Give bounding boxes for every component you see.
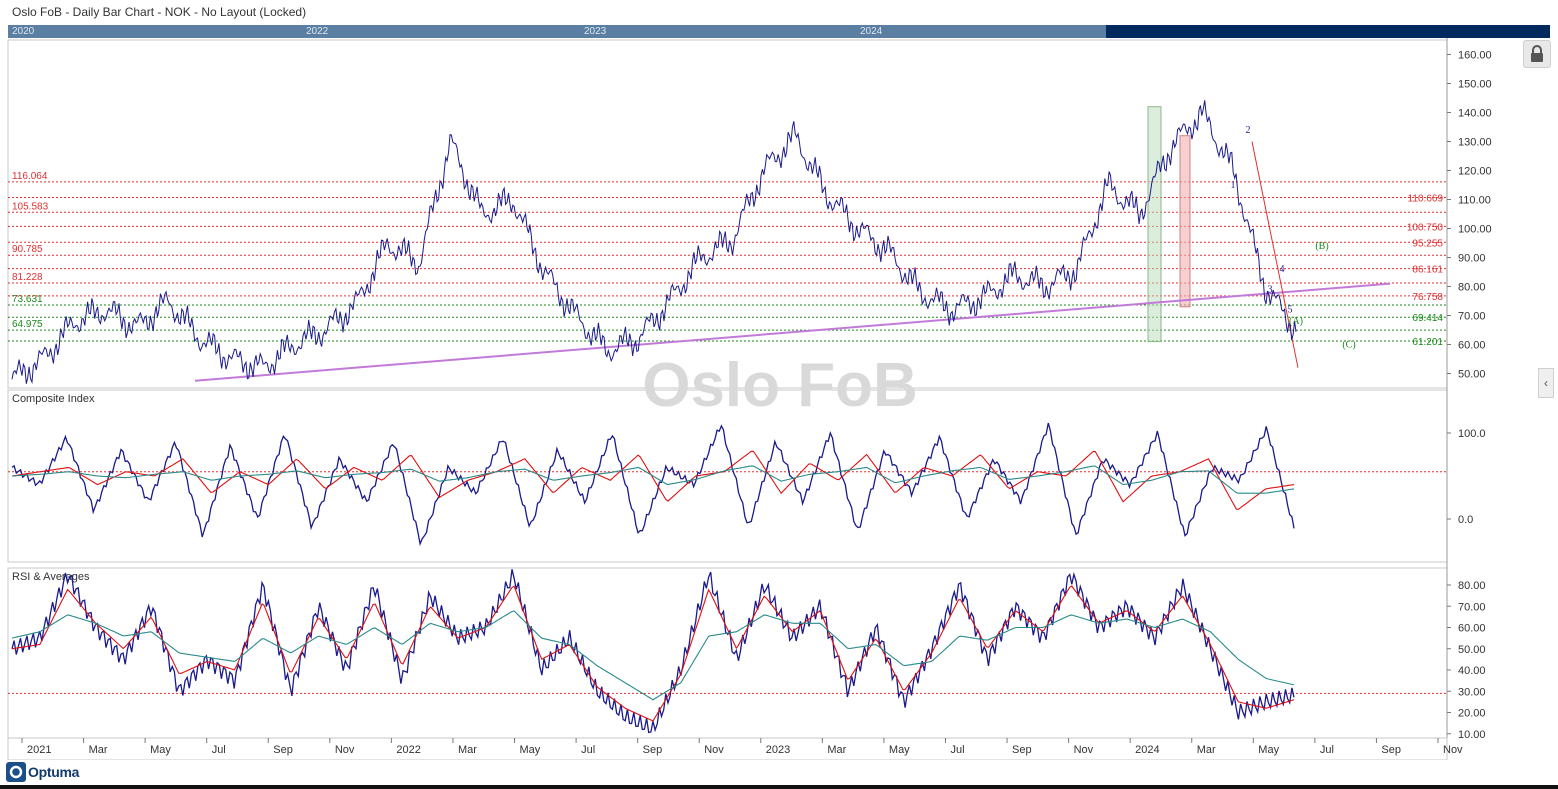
x-tick-label: Jul [212, 744, 226, 756]
red-highlight-box [1179, 135, 1191, 308]
x-tick-label: May [889, 744, 910, 756]
y-tick-label: 140.00 [1458, 108, 1492, 120]
oscillator-series-line [11, 422, 1295, 547]
fib-level-label: 64.975 [12, 319, 43, 330]
x-tick-label: Mar [458, 744, 477, 756]
panel-frame [7, 567, 1448, 739]
lock-button[interactable] [1523, 40, 1551, 68]
panel-frame [7, 39, 1448, 389]
x-tick-label: 2021 [27, 744, 51, 756]
x-tick-label: Mar [1197, 744, 1216, 756]
overview-year-label: 2024 [860, 26, 883, 37]
wave-label: 3 [1268, 284, 1273, 295]
fib-level-label: 105.583 [12, 201, 49, 212]
watermark: Oslo FoB [642, 351, 918, 420]
wave-label: (A) [1289, 316, 1303, 327]
y-tick-label: 20.00 [1458, 708, 1486, 720]
x-tick-label: Sep [273, 744, 293, 756]
trendline [194, 282, 1391, 382]
x-tick-label: 2023 [766, 744, 790, 756]
y-tick-label: 70.00 [1458, 311, 1486, 323]
overview-year-label: 2020 [12, 26, 35, 37]
wave-label: 4 [1280, 264, 1285, 275]
y-tick-label: 10.00 [1458, 729, 1486, 741]
x-tick-label: Jul [581, 744, 595, 756]
panel-title: RSI & Averages [12, 571, 90, 583]
x-tick-label: May [520, 744, 541, 756]
x-tick-label: Jul [1320, 744, 1334, 756]
fib-level-label: 69.414 [1412, 313, 1443, 324]
y-tick-label: 80.00 [1458, 580, 1486, 592]
price-series-line [11, 100, 1297, 384]
x-axis-band [7, 737, 1448, 760]
oscillator-series-line [11, 465, 1295, 494]
x-tick-label: May [1258, 744, 1279, 756]
fib-level-label: 90.785 [12, 244, 43, 255]
lock-icon [1531, 45, 1543, 62]
fib-level-label: 73.631 [12, 294, 43, 305]
window-title: Oslo FoB - Daily Bar Chart - NOK - No La… [12, 5, 307, 19]
panel-title: Composite Index [12, 393, 95, 405]
overview-year-label: 2022 [306, 26, 329, 37]
wave-label: 2 [1246, 125, 1251, 136]
y-tick-label: 110.00 [1458, 195, 1491, 207]
y-tick-label: 50.00 [1458, 644, 1486, 656]
overview-selected-range[interactable] [8, 25, 1106, 38]
footer-divider [0, 785, 1558, 789]
x-tick-label: Mar [827, 744, 846, 756]
optuma-logo-icon [6, 762, 26, 782]
fib-level-label: 61.201 [1412, 337, 1443, 348]
y-tick-label: 100.00 [1458, 224, 1492, 236]
chevron-left-icon: ‹ [1544, 376, 1548, 390]
x-tick-label: 2024 [1135, 744, 1159, 756]
green-highlight-box [1147, 106, 1162, 343]
x-tick-label: Nov [335, 744, 355, 756]
fib-level-label: 86.161 [1412, 265, 1443, 276]
side-panel-toggle[interactable]: ‹ [1538, 368, 1554, 398]
x-tick-label: 2022 [396, 744, 420, 756]
brand-name: Optuma [28, 764, 80, 780]
y-tick-label: 60.00 [1458, 623, 1486, 635]
wave-label: 5 [1288, 305, 1293, 316]
x-tick-label: May [150, 744, 171, 756]
oscillator-series-line [11, 585, 1295, 722]
y-tick-label: 90.00 [1458, 253, 1486, 265]
fib-level-label: 110.669 [1408, 194, 1444, 205]
y-tick-label: 130.00 [1458, 137, 1492, 149]
fib-level-label: 116.064 [12, 171, 48, 182]
y-tick-label: 160.00 [1458, 50, 1492, 62]
wave-label: 1 [1231, 180, 1236, 191]
x-tick-label: Sep [1381, 744, 1401, 756]
x-tick-label: Jul [950, 744, 964, 756]
y-tick-label: 70.00 [1458, 601, 1486, 613]
x-tick-label: Nov [1074, 744, 1094, 756]
wave-label: (B) [1315, 241, 1328, 252]
fib-level-label: 100.750 [1407, 222, 1444, 233]
y-tick-label: 120.00 [1458, 166, 1492, 178]
oscillator-series-line [11, 450, 1295, 510]
y-tick-label: 100.0 [1458, 428, 1486, 440]
y-tick-label: 30.00 [1458, 686, 1486, 698]
x-tick-label: Nov [1443, 744, 1463, 756]
chart-canvas[interactable]: Oslo FoB160.00150.00140.00130.00120.0011… [0, 38, 1558, 760]
x-tick-label: Mar [89, 744, 108, 756]
y-tick-label: 40.00 [1458, 665, 1486, 677]
fib-level-label: 76.758 [1412, 292, 1443, 303]
overview-year-label: 2023 [584, 26, 607, 37]
fib-level-label: 95.255 [1412, 238, 1443, 249]
y-tick-label: 80.00 [1458, 282, 1486, 294]
fib-level-label: 81.228 [12, 272, 43, 283]
x-tick-label: Sep [643, 744, 663, 756]
y-tick-label: 150.00 [1458, 79, 1492, 91]
overview-navigator[interactable]: 2020 2022 2023 2024 [8, 25, 1550, 38]
oscillator-series-line [11, 610, 1295, 701]
y-tick-label: 0.0 [1458, 514, 1473, 526]
wave-label: (C) [1342, 339, 1355, 350]
y-tick-label: 50.00 [1458, 369, 1486, 381]
footer-bar [0, 760, 1558, 789]
x-tick-label: Sep [1012, 744, 1032, 756]
x-tick-label: Nov [704, 744, 724, 756]
y-tick-label: 60.00 [1458, 340, 1486, 352]
